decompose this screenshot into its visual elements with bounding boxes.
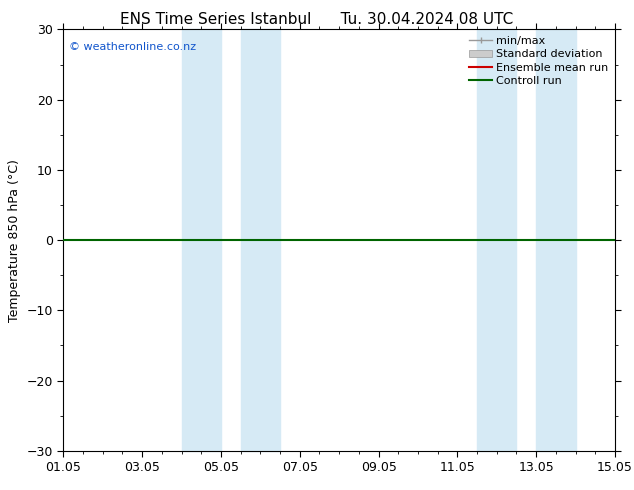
Y-axis label: Temperature 850 hPa (°C): Temperature 850 hPa (°C) (8, 159, 21, 321)
Text: ENS Time Series Istanbul      Tu. 30.04.2024 08 UTC: ENS Time Series Istanbul Tu. 30.04.2024 … (120, 12, 514, 27)
Bar (477, 29, 517, 451)
Legend: min/max, Standard deviation, Ensemble mean run, Controll run: min/max, Standard deviation, Ensemble me… (465, 32, 612, 91)
Text: © weatheronline.co.nz: © weatheronline.co.nz (69, 42, 196, 52)
Bar (241, 29, 280, 451)
Bar (181, 29, 221, 451)
Bar (536, 29, 576, 451)
